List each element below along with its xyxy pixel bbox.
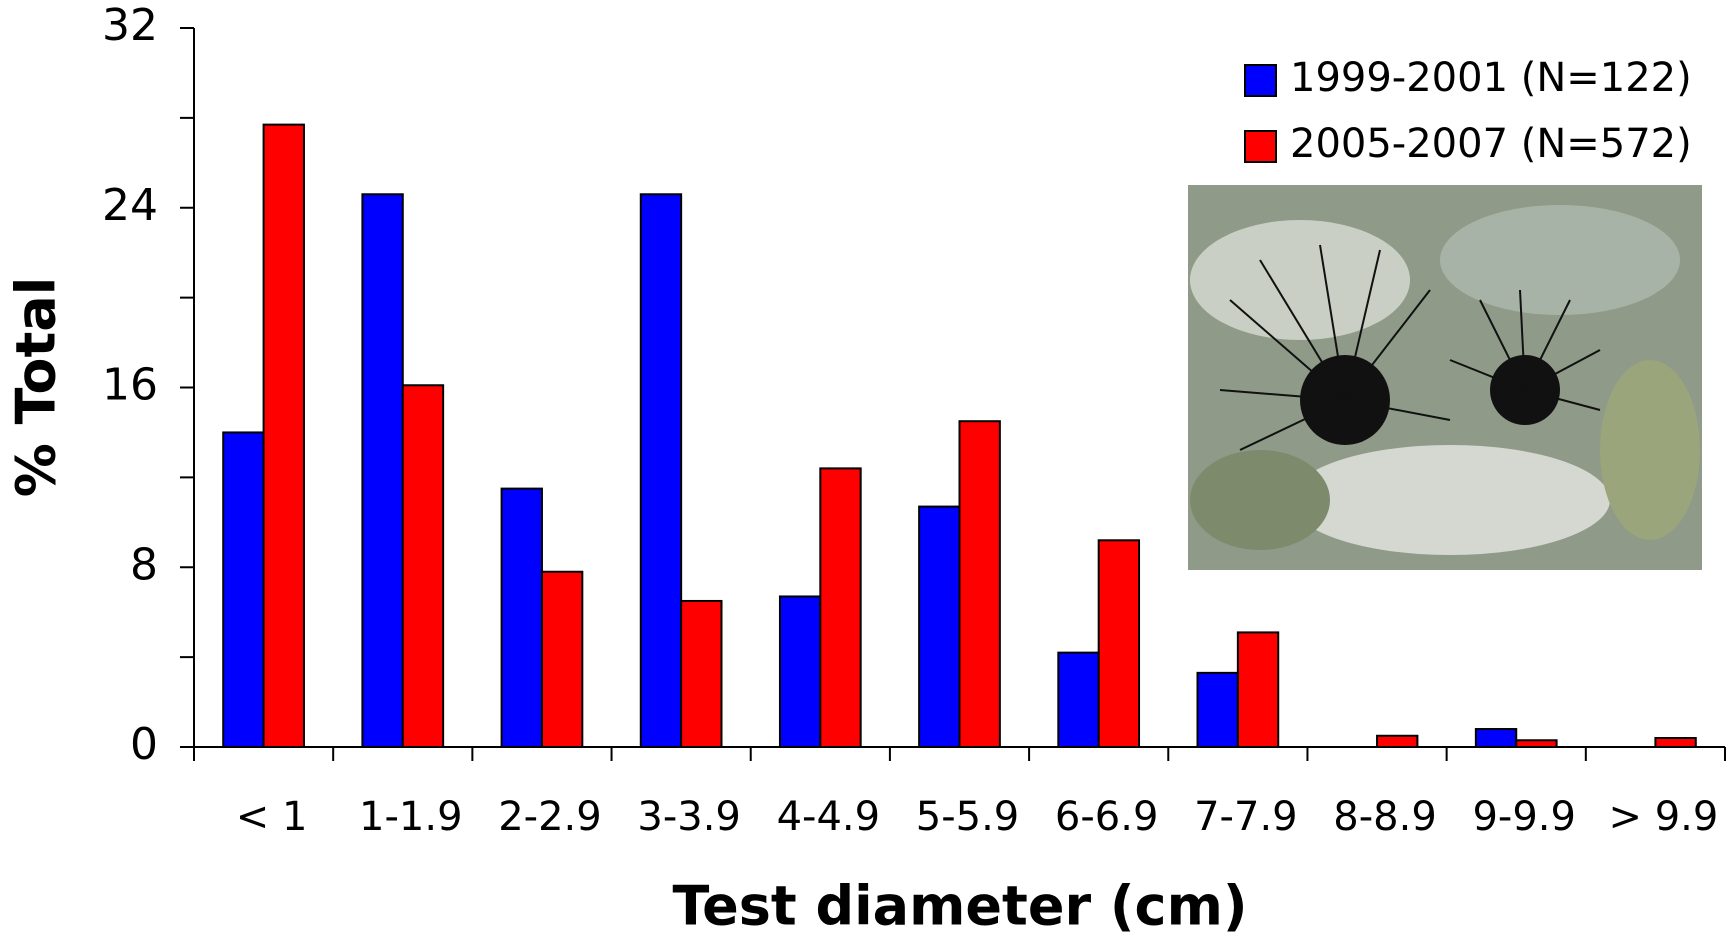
x-tick-label: < 1 (236, 794, 308, 840)
x-tick-label: 3-3.9 (637, 794, 741, 840)
bar (778, 595, 822, 748)
y-axis-title: % Total (5, 277, 68, 497)
x-tick-label: 5-5.9 (916, 794, 1020, 840)
bar (819, 467, 862, 748)
bar (1474, 728, 1518, 749)
bar (1515, 739, 1558, 749)
legend-label: 2005-2007 (N=572) (1290, 121, 1692, 167)
bar (639, 193, 683, 749)
bar (401, 384, 445, 748)
bar (918, 505, 961, 748)
photo (1188, 185, 1702, 570)
x-tick-label: 9-9.9 (1472, 794, 1576, 840)
bar (1196, 671, 1239, 749)
y-tick-label: 24 (102, 180, 158, 231)
bar (1376, 734, 1419, 748)
x-tick-label: 6-6.9 (1055, 794, 1159, 840)
bar (1236, 631, 1280, 748)
y-tick-label: 0 (130, 719, 158, 770)
bar (958, 420, 1001, 748)
bar (222, 431, 265, 748)
x-axis-title: Test diameter (cm) (672, 875, 1247, 938)
bar (1097, 539, 1141, 748)
legend-swatch (1244, 130, 1277, 163)
x-tick-label: > 9.9 (1608, 794, 1718, 840)
y-tick-label: 32 (102, 0, 158, 51)
legend-swatch (1244, 64, 1277, 97)
legend-label: 1999-2001 (N=122) (1290, 55, 1692, 101)
x-tick-label: 8-8.9 (1333, 794, 1437, 840)
bar (680, 599, 723, 748)
bar (262, 123, 305, 749)
bar (540, 570, 584, 749)
y-tick-label: 16 (102, 360, 158, 411)
bar (1654, 737, 1697, 749)
x-tick-label: 1-1.9 (359, 794, 463, 840)
y-tick-label: 8 (130, 539, 158, 590)
x-tick-label: 7-7.9 (1194, 794, 1298, 840)
x-tick-label: 4-4.9 (777, 794, 881, 840)
bar (1057, 651, 1100, 748)
bar (500, 487, 543, 748)
bar (361, 193, 404, 749)
x-tick-label: 2-2.9 (498, 794, 602, 840)
